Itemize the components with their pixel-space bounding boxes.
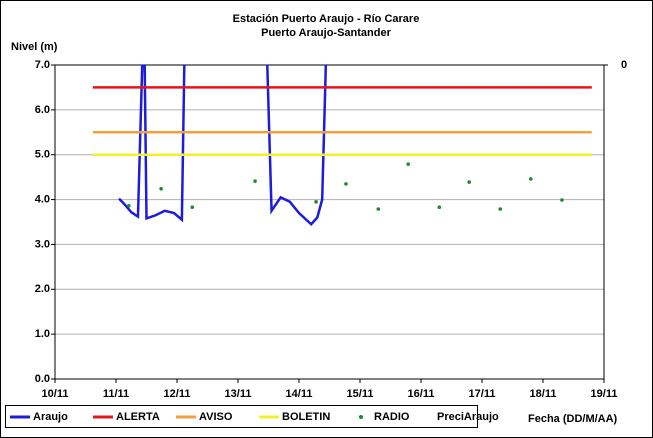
data-point [406, 162, 410, 166]
legend-label: AVISO [199, 411, 233, 423]
data-point [560, 198, 564, 202]
series-line [118, 65, 328, 227]
data-point [253, 179, 257, 183]
x-tick-label: 12/11 [164, 388, 191, 400]
y-axis-label: Nivel (m) [11, 41, 58, 53]
x-tick-label: 14/11 [286, 388, 313, 400]
y-tick-label: 0.0 [35, 373, 50, 385]
y-tick-label: 3.0 [35, 238, 50, 250]
y-tick-label: 1.0 [35, 328, 50, 340]
data-point [376, 207, 381, 211]
y-tick-label: 6.0 [35, 104, 50, 116]
plot-frame [54, 64, 605, 380]
data-point [529, 177, 533, 181]
data-point [498, 207, 503, 211]
legend-label: RADIO [374, 411, 410, 423]
x-tick-label: 10/11 [42, 388, 69, 400]
y-tick-label: 2.0 [35, 283, 50, 295]
y2-tick-label: 0 [621, 59, 627, 71]
y-tick-label: 7.0 [35, 59, 50, 71]
x-tick-label: 18/11 [530, 388, 557, 400]
legend-label: ALERTA [116, 411, 160, 423]
data-point [127, 204, 131, 208]
legend-label: BOLETIN [282, 411, 330, 423]
x-tick-label: 16/11 [408, 388, 435, 400]
legend-label: PreciAraujo [437, 411, 499, 423]
plot-area [92, 65, 592, 227]
legend-box [5, 405, 478, 428]
y-tick-label: 4.0 [35, 193, 50, 205]
data-point [314, 200, 318, 204]
data-point [159, 187, 163, 191]
chart-title: Estación Puerto Araujo - Río Carare [233, 13, 420, 25]
x-axis-label: Fecha (DD/M/AA) [528, 413, 618, 425]
x-tick-label: 19/11 [591, 388, 618, 400]
x-tick-label: 17/11 [469, 388, 496, 400]
data-point [467, 180, 471, 184]
y-tick-label: 5.0 [35, 149, 50, 161]
x-tick-label: 13/11 [225, 388, 252, 400]
data-point [437, 205, 442, 209]
data-point [190, 205, 195, 209]
x-tick-label: 11/11 [103, 388, 129, 400]
data-point [344, 182, 348, 186]
legend-label: Araujo [33, 411, 68, 423]
legend-swatch [359, 415, 363, 419]
x-tick-label: 15/11 [347, 388, 374, 400]
chart-subtitle: Puerto Araujo-Santander [261, 27, 391, 39]
